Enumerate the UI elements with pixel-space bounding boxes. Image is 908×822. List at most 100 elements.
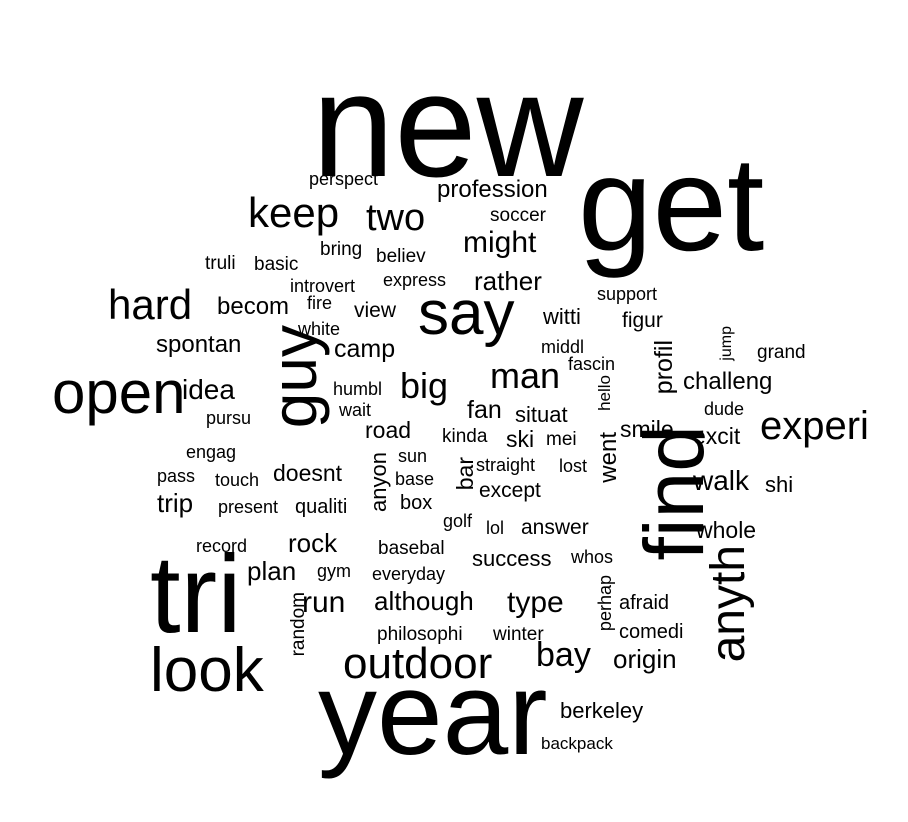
- word-present: present: [218, 497, 279, 517]
- word-fire: fire: [307, 293, 333, 313]
- word-doesnt: doesnt: [273, 460, 343, 486]
- word-fascin: fascin: [568, 354, 616, 374]
- word-run: run: [302, 586, 346, 619]
- word-anyth: anyth: [702, 545, 755, 663]
- word-backpack: backpack: [541, 734, 613, 753]
- word-kinda: kinda: [442, 426, 488, 447]
- word-rather: rather: [474, 266, 542, 296]
- word-white: white: [298, 319, 341, 339]
- word-origin: origin: [613, 644, 677, 674]
- word-say: say: [418, 279, 515, 348]
- word-challeng: challeng: [683, 368, 773, 395]
- word-witti: witti: [543, 304, 581, 329]
- word-random: random: [288, 592, 309, 657]
- word-berkeley: berkeley: [560, 698, 644, 723]
- word-pass: pass: [157, 466, 196, 486]
- word-humbl: humbl: [333, 379, 383, 399]
- word-philosophi: philosophi: [377, 624, 463, 645]
- word-base: base: [395, 469, 435, 489]
- word-anyon: anyon: [366, 452, 391, 512]
- word-excit: excit: [693, 423, 741, 449]
- word-believ: believ: [376, 246, 426, 267]
- word-basic: basic: [254, 254, 299, 275]
- word-everyday: everyday: [372, 564, 446, 584]
- word-ski: ski: [506, 426, 535, 452]
- word-mei: mei: [546, 429, 577, 450]
- word-success: success: [472, 546, 552, 571]
- word-trip: trip: [157, 488, 194, 518]
- word-golf: golf: [443, 511, 473, 531]
- word-basebal: basebal: [378, 538, 445, 559]
- word-profil: profil: [650, 340, 678, 395]
- word-idea: idea: [182, 374, 235, 405]
- word-qualiti: qualiti: [295, 496, 348, 518]
- word-hard: hard: [108, 281, 193, 328]
- word-perspect: perspect: [309, 169, 379, 189]
- word-lol: lol: [486, 518, 505, 538]
- word-year: year: [318, 648, 548, 780]
- word-bar: bar: [452, 457, 478, 491]
- word-straight: straight: [476, 455, 536, 475]
- word-support: support: [597, 284, 658, 304]
- word-truli: truli: [205, 253, 236, 274]
- word-outdoor: outdoor: [343, 639, 493, 688]
- word-dude: dude: [704, 399, 745, 419]
- word-engag: engag: [186, 442, 237, 462]
- word-afraid: afraid: [619, 592, 670, 614]
- word-although: although: [374, 586, 474, 616]
- word-road: road: [365, 417, 412, 443]
- word-wait: wait: [339, 400, 372, 420]
- word-lost: lost: [559, 456, 588, 476]
- word-bay: bay: [536, 636, 591, 674]
- word-jump: jump: [718, 326, 735, 361]
- word-introvert: introvert: [290, 276, 356, 296]
- word-hello: hello: [595, 375, 614, 411]
- word-except: except: [479, 479, 541, 502]
- word-bring: bring: [320, 239, 363, 260]
- word-man: man: [490, 355, 561, 396]
- word-whole: whole: [696, 517, 757, 543]
- word-soccer: soccer: [490, 205, 546, 226]
- word-keep: keep: [248, 189, 340, 236]
- word-view: view: [354, 299, 397, 322]
- word-middl: middl: [541, 337, 585, 357]
- word-profession: profession: [437, 176, 548, 203]
- word-big: big: [400, 365, 449, 406]
- word-experi: experi: [760, 404, 869, 448]
- word-comedi: comedi: [619, 621, 684, 643]
- word-answer: answer: [521, 516, 589, 539]
- word-get: get: [578, 130, 765, 279]
- word-smile: smile: [620, 416, 674, 442]
- word-type: type: [507, 586, 564, 619]
- word-two: two: [366, 197, 426, 239]
- word-shi: shi: [765, 472, 794, 497]
- word-figur: figur: [622, 309, 663, 332]
- word-tri: tri: [150, 533, 242, 656]
- word-fan: fan: [467, 396, 502, 424]
- word-express: express: [383, 270, 447, 290]
- word-rock: rock: [288, 528, 338, 558]
- word-look: look: [150, 636, 264, 705]
- word-new: new: [312, 43, 584, 208]
- word-plan: plan: [247, 556, 297, 586]
- word-gym: gym: [317, 561, 352, 581]
- word-winter: winter: [493, 624, 544, 645]
- word-might: might: [463, 226, 537, 259]
- word-perhap: perhap: [595, 575, 615, 632]
- word-walk: walk: [693, 465, 750, 496]
- word-whos: whos: [571, 547, 614, 567]
- word-situat: situat: [515, 402, 568, 427]
- word-open: open: [52, 359, 186, 426]
- word-pursu: pursu: [206, 408, 252, 428]
- word-becom: becom: [217, 293, 290, 320]
- word-spontan: spontan: [156, 331, 242, 358]
- word-grand: grand: [757, 342, 806, 363]
- word-box: box: [400, 492, 433, 514]
- word-went: went: [595, 432, 622, 483]
- word-touch: touch: [215, 470, 260, 490]
- word-camp: camp: [334, 335, 396, 363]
- word-guy: guy: [258, 325, 330, 429]
- word-record: record: [196, 536, 248, 556]
